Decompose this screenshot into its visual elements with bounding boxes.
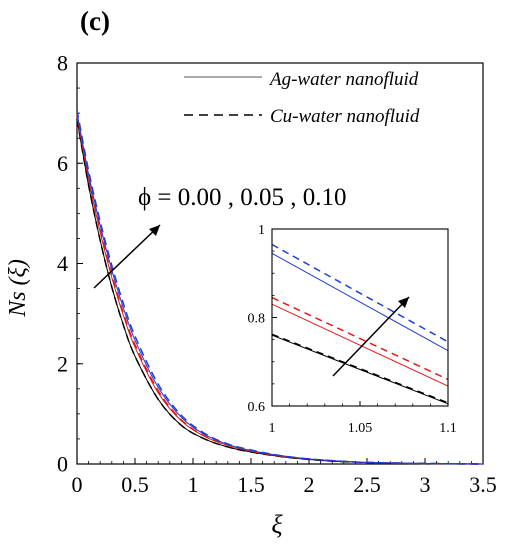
phi-annotation: ϕ = 0.00 , 0.05 , 0.10 bbox=[138, 184, 347, 211]
main-trend-arrow bbox=[93, 224, 161, 289]
inset-trend-arrow bbox=[332, 296, 410, 377]
main-x-tick-label: 0 bbox=[72, 472, 83, 497]
legend-label-ag-water: Ag-water nanofluid bbox=[268, 69, 419, 90]
inset-background bbox=[272, 229, 448, 406]
main-x-tick-label: 3 bbox=[420, 472, 431, 497]
main-x-axis-label: ξ bbox=[271, 510, 283, 539]
inset-y-tick-label: 0.8 bbox=[248, 311, 266, 326]
main-x-tick-label: 1.5 bbox=[237, 472, 265, 497]
legend-label-cu-water: Cu-water nanofluid bbox=[270, 106, 420, 127]
inset-y-tick-label: 1 bbox=[258, 223, 265, 238]
main-x-tick-label: 3.5 bbox=[469, 472, 497, 497]
main-y-tick-label: 0 bbox=[57, 452, 68, 477]
main-series-cu-phi-0_10 bbox=[76, 109, 484, 465]
inset-x-tick-label: 1.1 bbox=[439, 421, 457, 436]
main-trend-arrowhead bbox=[149, 225, 160, 236]
inset-y-tick-label: 0.6 bbox=[248, 400, 266, 415]
inset-series-cu-phi-0_00 bbox=[271, 333, 449, 404]
main-x-tick-label: 0.5 bbox=[121, 472, 149, 497]
main-x-tick-label: 1 bbox=[188, 472, 199, 497]
panel-label: (c) bbox=[80, 6, 110, 36]
inset-x-tick-label: 1.05 bbox=[348, 421, 373, 436]
main-x-tick-label: 2 bbox=[304, 472, 315, 497]
main-y-tick-label: 8 bbox=[57, 51, 68, 76]
main-y-tick-label: 4 bbox=[57, 251, 68, 276]
inset-series-ag-phi-0_05 bbox=[271, 303, 449, 387]
main-x-tick-label: 2.5 bbox=[353, 472, 381, 497]
inset-series-ag-phi-0_10 bbox=[271, 252, 449, 352]
inset-series-cu-phi-0_10 bbox=[271, 243, 449, 343]
inset-trend-arrowhead bbox=[398, 297, 409, 308]
main-y-tick-label: 2 bbox=[57, 351, 68, 376]
inset-series-cu-phi-0_05 bbox=[271, 296, 449, 381]
inset-series-ag-phi-0_00 bbox=[271, 334, 449, 405]
inset-x-tick-label: 1 bbox=[269, 421, 276, 436]
main-y-axis-label: Ns (ξ) bbox=[5, 259, 31, 318]
main-y-tick-label: 6 bbox=[57, 151, 68, 176]
